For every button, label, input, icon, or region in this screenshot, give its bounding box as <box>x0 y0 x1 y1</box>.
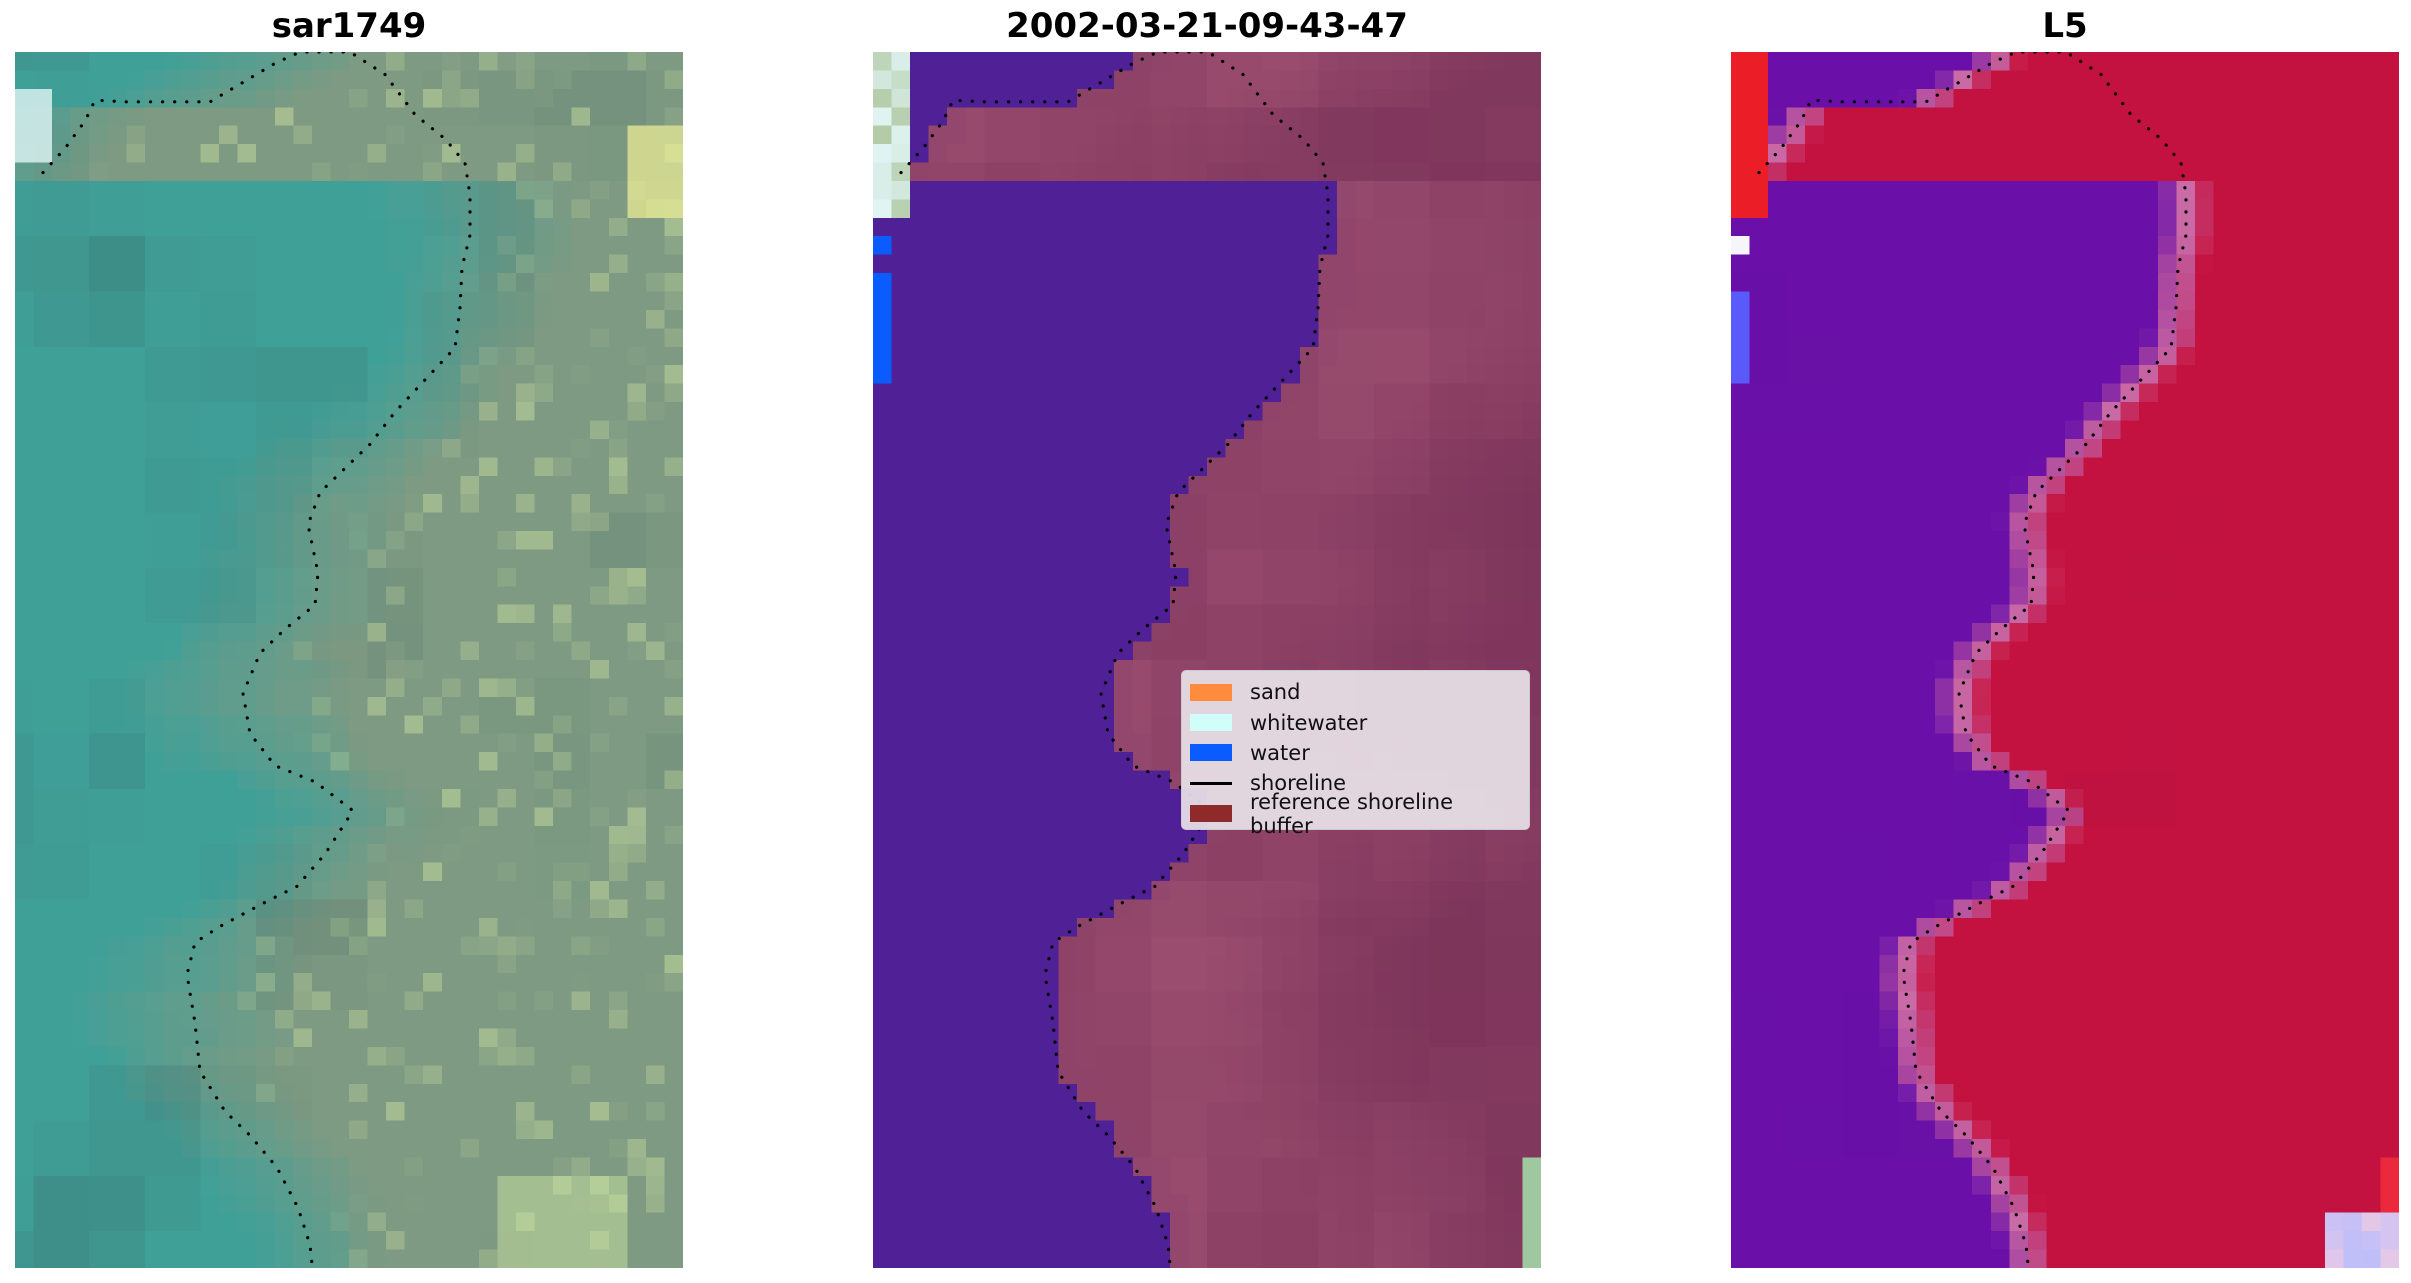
legend-item-water: water <box>1190 738 1521 768</box>
legend-label-reference-buffer: reference shoreline buffer <box>1250 789 1454 838</box>
panel-title-rgb: sar1749 <box>271 6 427 46</box>
water-swatch <box>1190 744 1232 762</box>
shoreline-overlay-rgb <box>41 52 472 1266</box>
legend-label-water: water <box>1250 740 1310 765</box>
legend-item-shoreline: shoreline <box>1190 768 1521 798</box>
shoreline-line-symbol <box>1190 781 1232 785</box>
panel-title-index: L5 <box>2042 6 2088 46</box>
detected-shoreline <box>1757 52 2188 1266</box>
shoreline-overlay-index <box>1757 52 2188 1266</box>
reference-buffer-swatch <box>1190 805 1232 823</box>
water-index-image <box>1731 52 2399 1268</box>
legend-item-whitewater: whitewater <box>1190 707 1521 737</box>
rgb-satellite-image <box>15 52 683 1268</box>
legend-label-whitewater: whitewater <box>1250 710 1368 735</box>
classified-image-panel <box>873 52 1541 1268</box>
classification-legend: sand whitewater water shoreline referenc… <box>1181 670 1530 838</box>
detected-shoreline <box>899 52 1330 1266</box>
index-image-panel <box>1731 52 2399 1268</box>
panel-title-classified: 2002-03-21-09-43-47 <box>1006 6 1408 46</box>
shoreline-overlay-classified <box>899 52 1330 1266</box>
rgb-image-panel <box>15 52 683 1268</box>
legend-item-sand: sand <box>1190 677 1521 707</box>
legend-label-shoreline: shoreline <box>1250 771 1347 796</box>
legend-label-sand: sand <box>1250 680 1301 705</box>
legend-item-reference-buffer: reference shoreline buffer <box>1190 790 1521 838</box>
classified-image <box>873 52 1541 1268</box>
whitewater-swatch <box>1190 714 1232 732</box>
sand-swatch <box>1190 683 1232 701</box>
detected-shoreline <box>41 52 472 1266</box>
